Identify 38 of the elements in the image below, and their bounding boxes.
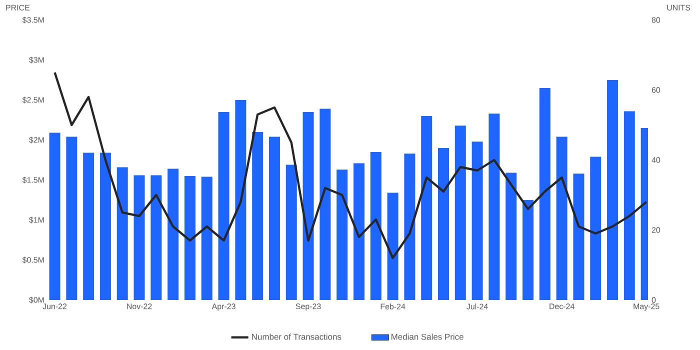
bar: [100, 152, 111, 300]
bar: [506, 172, 517, 300]
bar: [320, 108, 331, 300]
bar: [421, 116, 432, 300]
bar: [235, 100, 246, 300]
bar: [607, 80, 618, 300]
bar: [522, 200, 534, 300]
bar: [454, 126, 466, 300]
bar: [370, 152, 382, 300]
bar: [49, 132, 60, 300]
bar: [66, 136, 78, 300]
bar: [116, 167, 128, 300]
bar: [286, 164, 297, 300]
bar: [590, 156, 602, 300]
bar: [404, 154, 416, 300]
legend-label: Number of Transactions: [252, 334, 342, 340]
bar: [438, 148, 449, 300]
bar: [184, 176, 196, 300]
bar: [488, 114, 500, 300]
line-series: [54, 71, 648, 260]
legend-label: Median Sales Price: [392, 334, 464, 340]
bar: [387, 192, 398, 300]
bar: [539, 88, 550, 300]
bar: [218, 112, 230, 300]
bar: [472, 142, 483, 300]
bar: [556, 136, 568, 300]
bar: [134, 175, 145, 300]
bar: [336, 170, 348, 300]
bar: [624, 111, 635, 300]
bar: [168, 168, 179, 300]
bar: [302, 112, 314, 300]
bar: [252, 132, 264, 300]
bar: [150, 175, 162, 300]
bar: [573, 174, 584, 300]
bar: [353, 163, 364, 300]
bar: [83, 152, 94, 300]
bar: [268, 136, 280, 300]
bar: [201, 176, 212, 300]
